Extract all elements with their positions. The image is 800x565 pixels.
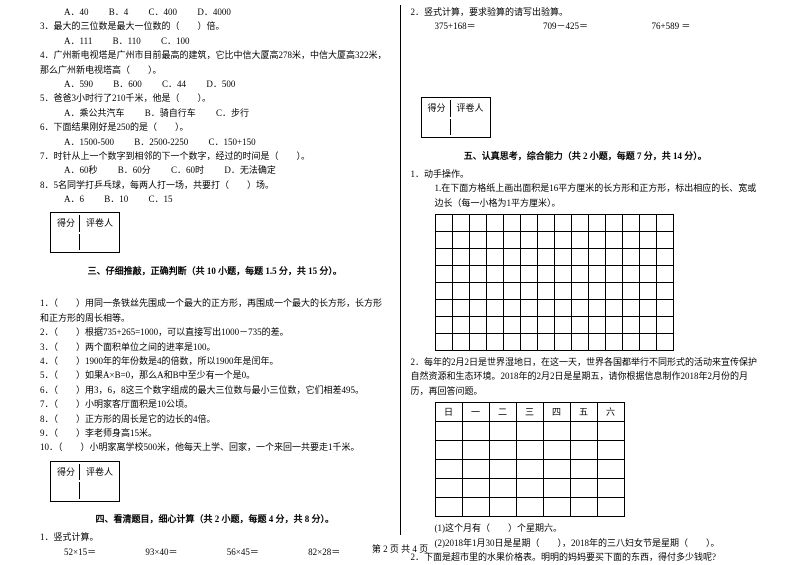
grader-label: 评卷人 xyxy=(453,100,488,116)
q6: 6．下面结果刚好是250的是（ ）。 xyxy=(40,120,390,134)
j2: 2．（ ）根据735+265=1000，可以直接写出1000－735的差。 xyxy=(40,325,390,339)
q6-options: A．1500-500 B．2500-2250 C．150+150 xyxy=(40,135,390,149)
j1: 1．（ ）用同一条铁丝先围成一个最大的正方形，再围成一个最大的长方形，长方形和正… xyxy=(40,296,390,325)
calc-item: 709－425＝ xyxy=(543,19,652,33)
score-label: 得分 xyxy=(53,215,80,231)
opt: A．乘公共汽车 xyxy=(64,108,125,118)
q8: 8．5名同学打乒乓球，每两人打一场，共要打（ ）场。 xyxy=(40,178,390,192)
q4: 4．广州新电视塔是广州市目前最高的建筑，它比中信大厦高278米，中信大厦高322… xyxy=(40,48,390,77)
opt: D．无法确定 xyxy=(224,165,276,175)
opt: A．6 xyxy=(64,194,84,204)
opt: C．100 xyxy=(161,36,190,46)
calc1: 1．竖式计算。 xyxy=(40,530,390,544)
opt: B．10 xyxy=(104,194,128,204)
j4: 4．（ ）1900年的年份数是4的倍数，所以1900年是闰年。 xyxy=(40,354,390,368)
cal-head: 日 xyxy=(435,403,462,422)
j6: 6．（ ）用3，6，8这三个数字组成的最大三位数与最小三位数，它们相差495。 xyxy=(40,383,390,397)
j3: 3．（ ）两个面积单位之间的进率是100。 xyxy=(40,340,390,354)
cal-head: 六 xyxy=(597,403,624,422)
grader-label: 评卷人 xyxy=(82,464,117,480)
calc-item: 56×45＝ xyxy=(227,545,308,559)
opt: C．60时 xyxy=(171,165,204,175)
opt: A．40 xyxy=(64,7,89,17)
p1: 1．动手操作。 xyxy=(411,167,761,181)
opt: B．2500-2250 xyxy=(134,137,188,147)
calc2: 2．竖式计算，要求验算的请写出验算。 xyxy=(411,5,761,19)
right-column: 2．竖式计算，要求验算的请写出验算。 375+168＝ 709－425＝ 76+… xyxy=(401,0,771,540)
cal-head: 三 xyxy=(516,403,543,422)
q3-options: A．111 B．110 C．100 xyxy=(40,34,390,48)
opt: A．590 xyxy=(64,79,93,89)
q8-options: A．6 B．10 C．15 xyxy=(40,192,390,206)
section-4-title: 四、看清题目，细心计算（共 2 小题，每题 4 分，共 8 分）。 xyxy=(40,512,390,526)
score-box-3: 得分 评卷人 xyxy=(50,212,120,253)
calc-item: 52×15＝ xyxy=(64,545,145,559)
opt: D．500 xyxy=(206,79,235,89)
q7-options: A．60秒 B．60分 C．60时 D．无法确定 xyxy=(40,163,390,177)
left-column: A．40 B．4 C．400 D．4000 3．最大的三位数是最大一位数的（ ）… xyxy=(30,0,400,540)
calc2-row: 375+168＝ 709－425＝ 76+589 ＝ xyxy=(411,19,761,33)
score-label: 得分 xyxy=(53,464,80,480)
opt: C．150+150 xyxy=(209,137,256,147)
opt: A．60秒 xyxy=(64,165,98,175)
q5: 5．爸爸3小时行了210千米，他是（ ）。 xyxy=(40,91,390,105)
score-label: 得分 xyxy=(424,100,451,116)
opt: B．110 xyxy=(113,36,141,46)
p3: 2．下面是超市里的水果价格表。明明的妈妈要买下面的东西，得付多少钱呢? xyxy=(411,550,761,564)
cal-head: 二 xyxy=(489,403,516,422)
q3: 3．最大的三位数是最大一位数的（ ）倍。 xyxy=(40,19,390,33)
calc1-row: 52×15＝ 93×40＝ 56×45＝ 82×28＝ xyxy=(40,545,390,559)
section-3-title: 三、仔细推敲，正确判断（共 10 小题，每题 1.5 分，共 15 分）。 xyxy=(40,264,390,278)
grader-label: 评卷人 xyxy=(82,215,117,231)
p1a: 1.在下面方格纸上画出面积是16平方厘米的长方形和正方形，标出相应的长、宽或边长… xyxy=(411,181,761,210)
calc-item: 375+168＝ xyxy=(435,19,544,33)
q4-options: A．590 B．600 C．44 D．500 xyxy=(40,77,390,91)
calendar-grid: 日 一 二 三 四 五 六 xyxy=(435,402,625,517)
q7: 7．时针从上一个数字到相邻的下一个数字，经过的时间是（ ）。 xyxy=(40,149,390,163)
opt: C．15 xyxy=(149,194,173,204)
opt: B．4 xyxy=(109,7,129,17)
p2b: (2)2018年1月30日是星期（ ），2018年的三八妇女节是星期（ ）。 xyxy=(411,536,761,550)
opt: C．步行 xyxy=(216,108,249,118)
cal-head: 五 xyxy=(570,403,597,422)
j9: 9．（ ）李老师身高15米。 xyxy=(40,426,390,440)
calc-item: 93×40＝ xyxy=(145,545,226,559)
opt: C．400 xyxy=(149,7,178,17)
opt: A．1500-500 xyxy=(64,137,114,147)
p2: 2．每年的2月2日是世界湿地日，在这一天，世界各国都举行不同形式的活动来宣传保护… xyxy=(411,355,761,398)
q2-options: A．40 B．4 C．400 D．4000 xyxy=(40,5,390,19)
calc-item: 76+589 ＝ xyxy=(652,19,761,33)
cal-head: 四 xyxy=(543,403,570,422)
opt: D．4000 xyxy=(197,7,231,17)
score-box-4: 得分 评卷人 xyxy=(50,461,120,502)
j5: 5．（ ）如果A×B=0，那么A和B中至少有一个是0。 xyxy=(40,368,390,382)
j7: 7．（ ）小明家客厅面积是10公顷。 xyxy=(40,397,390,411)
q5-options: A．乘公共汽车 B．骑自行车 C．步行 xyxy=(40,106,390,120)
j8: 8．（ ）正方形的周长是它的边长的4倍。 xyxy=(40,412,390,426)
opt: C．44 xyxy=(162,79,186,89)
opt: B．60分 xyxy=(118,165,151,175)
section-5-title: 五、认真思考，综合能力（共 2 小题，每题 7 分，共 14 分）。 xyxy=(411,149,761,163)
cal-head: 一 xyxy=(462,403,489,422)
p2a: (1)这个月有（ ）个星期六。 xyxy=(411,521,761,535)
square-grid xyxy=(435,214,674,351)
page: A．40 B．4 C．400 D．4000 3．最大的三位数是最大一位数的（ ）… xyxy=(0,0,800,540)
opt: A．111 xyxy=(64,36,92,46)
j10: 10．（ ）小明家离学校500米，他每天上学、回家，一个来回一共要走1千米。 xyxy=(40,440,390,454)
score-box-5: 得分 评卷人 xyxy=(421,97,491,138)
opt: B．600 xyxy=(113,79,142,89)
opt: B．骑自行车 xyxy=(145,108,196,118)
